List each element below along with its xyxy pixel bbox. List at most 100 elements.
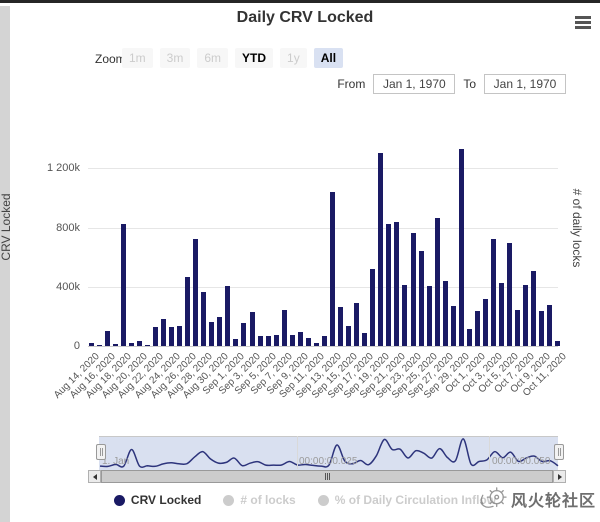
bar <box>410 232 416 346</box>
bar <box>378 152 384 346</box>
range-button-1m[interactable]: 1m <box>122 48 153 68</box>
bar <box>281 309 287 346</box>
bar <box>305 338 311 346</box>
bar <box>144 344 150 346</box>
bar <box>474 310 480 346</box>
bar <box>482 298 488 346</box>
y-axis-label: 800k <box>56 221 80 234</box>
bar <box>394 222 400 346</box>
to-date-input[interactable] <box>484 74 566 94</box>
navigator-gridline <box>489 436 490 469</box>
page-title: Daily CRV Locked <box>236 9 374 26</box>
to-label: To <box>463 77 476 91</box>
bar <box>177 325 183 346</box>
y-axis-label: 400k <box>56 281 80 293</box>
navigator-left-handle[interactable] <box>96 444 106 460</box>
range-selector-buttons: 1m 3m 6m YTD 1y All <box>122 48 344 68</box>
bar <box>104 331 110 346</box>
bar <box>152 327 158 346</box>
legend: CRV Locked # of locks % of Daily Circulati… <box>10 493 600 507</box>
gridline <box>88 287 558 288</box>
legend-item-crv-locked[interactable]: CRV Locked <box>113 493 202 507</box>
range-button-1y[interactable]: 1y <box>280 48 307 68</box>
bar <box>515 309 521 346</box>
bar <box>539 310 545 346</box>
bar <box>491 239 496 346</box>
bar <box>257 336 263 346</box>
bar <box>402 285 408 346</box>
range-button-3m[interactable]: 3m <box>159 48 191 68</box>
bar <box>555 340 561 346</box>
x-axis-line <box>88 346 558 347</box>
bar <box>136 341 142 346</box>
bar <box>185 276 191 346</box>
legend-label: # of locks <box>240 493 296 507</box>
from-date-input[interactable] <box>373 74 456 94</box>
y-axis-label: 1 200k <box>46 162 80 174</box>
brand-watermark-text: 风火轮社区 <box>511 493 597 510</box>
bar <box>418 250 424 346</box>
ship-wheel-logo-icon <box>480 487 507 508</box>
y-axis-label: 0 <box>73 340 80 352</box>
bar <box>273 335 279 346</box>
y-axis-title-right: # of daily locks <box>570 188 584 268</box>
bar <box>112 343 118 346</box>
bar <box>386 223 392 346</box>
navigator-right-handle[interactable] <box>554 444 564 460</box>
range-button-6m[interactable]: 6m <box>197 48 229 68</box>
legend-marker-icon <box>223 494 235 506</box>
bar <box>434 217 440 346</box>
legend-item--of-daily-circulation-inflow[interactable]: % of Daily Circulation Inflow <box>317 493 497 507</box>
left-gutter <box>0 6 10 522</box>
bar <box>523 284 529 346</box>
bar <box>128 343 134 346</box>
scrollbar-left-arrow-icon[interactable] <box>88 470 101 483</box>
legend-marker-icon <box>113 494 125 506</box>
legend-label: % of Daily Circulation Inflow <box>334 493 497 507</box>
navigator-axis-label: 00:00:00.050 <box>492 456 551 467</box>
bar <box>289 335 295 346</box>
zoom-label: Zoom <box>95 52 126 66</box>
bar <box>346 326 352 346</box>
range-button-ytd[interactable]: YTD <box>235 48 274 68</box>
bar <box>507 243 513 346</box>
legend-item--of-locks[interactable]: # of locks <box>223 493 296 507</box>
bar <box>499 282 505 346</box>
bar <box>169 326 174 346</box>
bar <box>96 345 102 346</box>
hamburger-menu-icon[interactable] <box>575 16 591 29</box>
range-button-all[interactable]: All <box>313 48 344 68</box>
scrollbar-right-arrow-icon[interactable] <box>553 470 566 483</box>
navigator-gridline <box>297 436 298 469</box>
top-border-line <box>0 0 600 3</box>
navigator-series-line <box>99 438 559 468</box>
date-range-row: From To <box>0 74 566 94</box>
bar <box>466 329 472 346</box>
bar <box>160 319 166 346</box>
bar <box>225 285 231 346</box>
navigator-axis-label: 00:00:00.025 <box>299 456 358 467</box>
scrollbar-thumb[interactable] <box>101 470 553 483</box>
bar <box>330 191 335 346</box>
gridline <box>88 168 558 169</box>
bar <box>354 302 360 346</box>
bar <box>201 292 207 346</box>
bar <box>450 306 456 346</box>
bar <box>321 336 327 346</box>
brand-watermark: 风火轮社区 <box>478 486 596 512</box>
bar <box>426 285 432 346</box>
legend-label: CRV Locked <box>130 493 202 507</box>
bar <box>233 339 239 346</box>
bar <box>458 148 464 346</box>
bar <box>313 343 319 346</box>
navigator-mask[interactable] <box>99 436 558 470</box>
bar <box>249 311 255 346</box>
bar <box>547 304 553 346</box>
bar <box>193 239 199 346</box>
navigator-axis-label: 1. Jan <box>102 456 130 467</box>
legend-marker-icon <box>317 494 329 506</box>
bar <box>338 306 344 346</box>
gridline <box>88 227 558 229</box>
from-label: From <box>337 77 366 91</box>
